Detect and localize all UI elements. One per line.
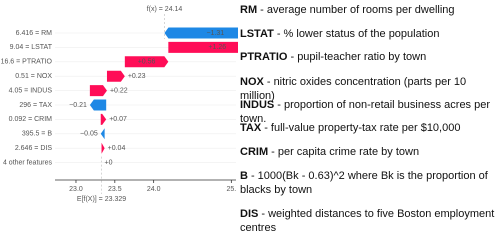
feature-name: RM xyxy=(240,4,258,16)
bar xyxy=(124,56,169,68)
x-tick-label: 24.0 xyxy=(147,186,161,193)
bar xyxy=(89,99,107,111)
feature-name: INDUS xyxy=(240,99,275,111)
x-tick-label: 25. xyxy=(226,186,236,193)
bar xyxy=(164,27,238,39)
bar xyxy=(101,142,105,154)
row-label: 4 other features xyxy=(3,159,53,166)
base-label: E[f(X)] = 23.329 xyxy=(77,196,126,203)
feature-description: - average number of rooms per dwelling xyxy=(260,4,455,16)
value-label: +0.22 xyxy=(110,87,128,94)
description: NOX - nitric oxides concentration (parts … xyxy=(240,75,498,103)
value-label: +0.56 xyxy=(138,59,156,66)
description: DIS - weighted distances to five Boston e… xyxy=(240,207,498,235)
feature-description: - pupil-teacher ratio by town xyxy=(290,51,427,63)
output-label: f(x) = 24.14 xyxy=(147,6,183,13)
value-label: −0.05 xyxy=(80,131,98,138)
feature-description: - proportion of non-retail business acre… xyxy=(240,99,491,125)
row-label: 2.646 = DIS xyxy=(15,145,52,152)
page: 23.0 23.5 24.0 25. E[f(X)] = 23.329 f(x) = 24… xyxy=(0,3,498,235)
value-label: +0 xyxy=(105,159,113,166)
description: LSTAT - % lower status of the population xyxy=(240,27,498,41)
feature-description: - % lower status of the population xyxy=(276,28,440,40)
feature-description: - weighted distances to five Boston empl… xyxy=(240,208,495,234)
description: INDUS - proportion of non-retail business… xyxy=(240,98,498,126)
value-label: +1.26 xyxy=(208,44,226,51)
value-label: +0.23 xyxy=(128,73,146,80)
value-label: −0.21 xyxy=(69,102,87,109)
feature-name: LSTAT xyxy=(240,28,274,40)
value-label: +0.04 xyxy=(108,145,126,152)
feature-name: B xyxy=(240,170,248,182)
description: PTRATIO - pupil-teacher ratio by town xyxy=(240,50,498,64)
description: TAX - full-value property-tax rate per $1… xyxy=(240,121,498,135)
x-tick-label: 23.0 xyxy=(69,186,83,193)
feature-description: - full-value property-tax rate per $10,0… xyxy=(264,122,461,134)
bar xyxy=(100,113,107,125)
bar xyxy=(89,85,107,97)
row-label: 4.05 = INDUS xyxy=(9,87,53,94)
feature-name: CRIM xyxy=(240,146,269,158)
row-label: 6.416 = RM xyxy=(16,30,53,37)
feature-name: TAX xyxy=(240,122,262,134)
row-label: 296 = TAX xyxy=(19,102,52,109)
feature-name: PTRATIO xyxy=(240,51,288,63)
row-label: 9.04 = LSTAT xyxy=(10,44,53,51)
description: RM - average number of rooms per dwelling xyxy=(240,3,498,17)
feature-name: DIS xyxy=(240,208,259,220)
row-label: 0.092 = CRIM xyxy=(9,116,53,123)
feature-name: NOX xyxy=(240,76,264,88)
value-label: −1.31 xyxy=(206,30,224,37)
row-label: 16.6 = PTRATIO xyxy=(1,59,53,66)
bar xyxy=(100,128,105,140)
description: CRIM - per capita crime rate by town xyxy=(240,145,498,159)
row-label: 395.5 = B xyxy=(22,131,52,138)
bar xyxy=(106,70,125,82)
value-label: +0.07 xyxy=(109,116,127,123)
waterfall-chart: 23.0 23.5 24.0 25. E[f(X)] = 23.329 f(x) = 24… xyxy=(1,6,238,203)
description: B- 1000(Bk - 0.63)^2 where Bk is the pro… xyxy=(240,169,498,197)
bar xyxy=(168,41,238,53)
feature-description: - per capita crime rate by town xyxy=(271,146,420,158)
feature-description: - 1000(Bk - 0.63)^2 where Bk is the prop… xyxy=(240,170,488,196)
feature-description: - nitric oxides concentration (parts per… xyxy=(240,76,467,102)
x-tick-label: 23.5 xyxy=(108,186,122,193)
row-label: 0.51 = NOX xyxy=(15,73,52,80)
